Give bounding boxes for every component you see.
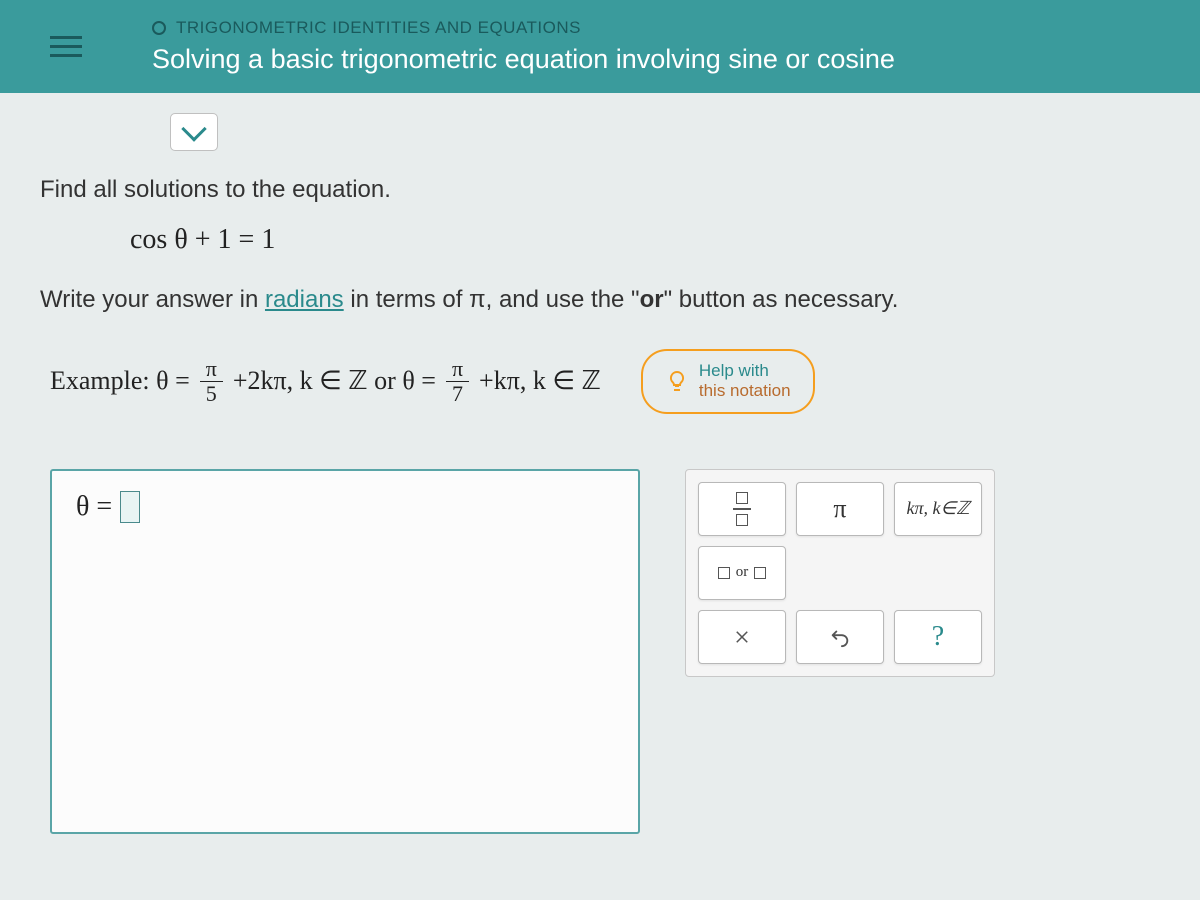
header-category: TRIGONOMETRIC IDENTITIES AND EQUATIONS — [152, 18, 1180, 38]
key-kpi-integer[interactable]: kπ, k∈ℤ — [894, 482, 982, 536]
undo-icon — [829, 626, 851, 648]
or-icon: or — [718, 564, 767, 581]
fraction-icon — [733, 492, 751, 526]
category-circle-icon — [152, 21, 166, 35]
help-text: Help with this notation — [699, 361, 791, 402]
key-undo[interactable] — [796, 610, 884, 664]
key-clear[interactable] — [698, 610, 786, 664]
help-notation-button[interactable]: Help with this notation — [641, 349, 815, 414]
example-row: Example: θ = π 5 +2kπ, k ∈ ℤ or θ = π 7 … — [50, 349, 1160, 414]
header-text-block: TRIGONOMETRIC IDENTITIES AND EQUATIONS S… — [152, 18, 1180, 75]
key-help[interactable]: ? — [894, 610, 982, 664]
example-text: Example: θ = π 5 +2kπ, k ∈ ℤ or θ = π 7 … — [50, 357, 601, 406]
help-line2: this notation — [699, 381, 791, 401]
subinstruction-pre: Write your answer in — [40, 286, 265, 313]
example-prefix: Example: θ = — [50, 366, 190, 396]
instruction-text: Find all solutions to the equation. — [40, 176, 1160, 204]
keypad: π kπ, k∈ℤ or — [685, 469, 995, 677]
content-area: Find all solutions to the equation. cos … — [0, 93, 1200, 864]
problem-equation: cos θ + 1 = 1 — [130, 224, 1160, 256]
answer-box[interactable]: θ = — [50, 469, 640, 834]
answer-input-placeholder[interactable] — [120, 491, 140, 523]
help-line1: Help with — [699, 361, 791, 381]
x-icon — [733, 628, 751, 646]
radians-link[interactable]: radians — [265, 286, 344, 313]
key-fraction[interactable] — [698, 482, 786, 536]
page-header: TRIGONOMETRIC IDENTITIES AND EQUATIONS S… — [0, 0, 1200, 93]
subinstruction-post: " button as necessary. — [664, 286, 899, 313]
hamburger-menu-icon[interactable] — [20, 36, 112, 57]
example-part1-tail: +2kπ, k ∈ ℤ or θ = — [233, 366, 436, 396]
lightbulb-icon — [665, 369, 689, 393]
section-collapse-button[interactable] — [170, 113, 218, 151]
subinstruction-bold: or — [640, 286, 664, 313]
key-or[interactable]: or — [698, 546, 786, 600]
subinstruction-text: Write your answer in radians in terms of… — [40, 286, 1160, 314]
category-label: TRIGONOMETRIC IDENTITIES AND EQUATIONS — [176, 18, 581, 38]
answer-prefix: θ = — [76, 491, 112, 523]
answer-content: θ = — [76, 491, 614, 523]
example-frac1: π 5 — [200, 357, 223, 406]
key-pi[interactable]: π — [796, 482, 884, 536]
example-part2-tail: +kπ, k ∈ ℤ — [479, 366, 601, 396]
subinstruction-mid: in terms of π, and use the " — [344, 286, 640, 313]
chevron-down-icon — [181, 116, 206, 141]
work-area: θ = π kπ, k∈ℤ or — [50, 469, 1160, 834]
example-frac2: π 7 — [446, 357, 469, 406]
page-title: Solving a basic trigonometric equation i… — [152, 44, 1180, 75]
